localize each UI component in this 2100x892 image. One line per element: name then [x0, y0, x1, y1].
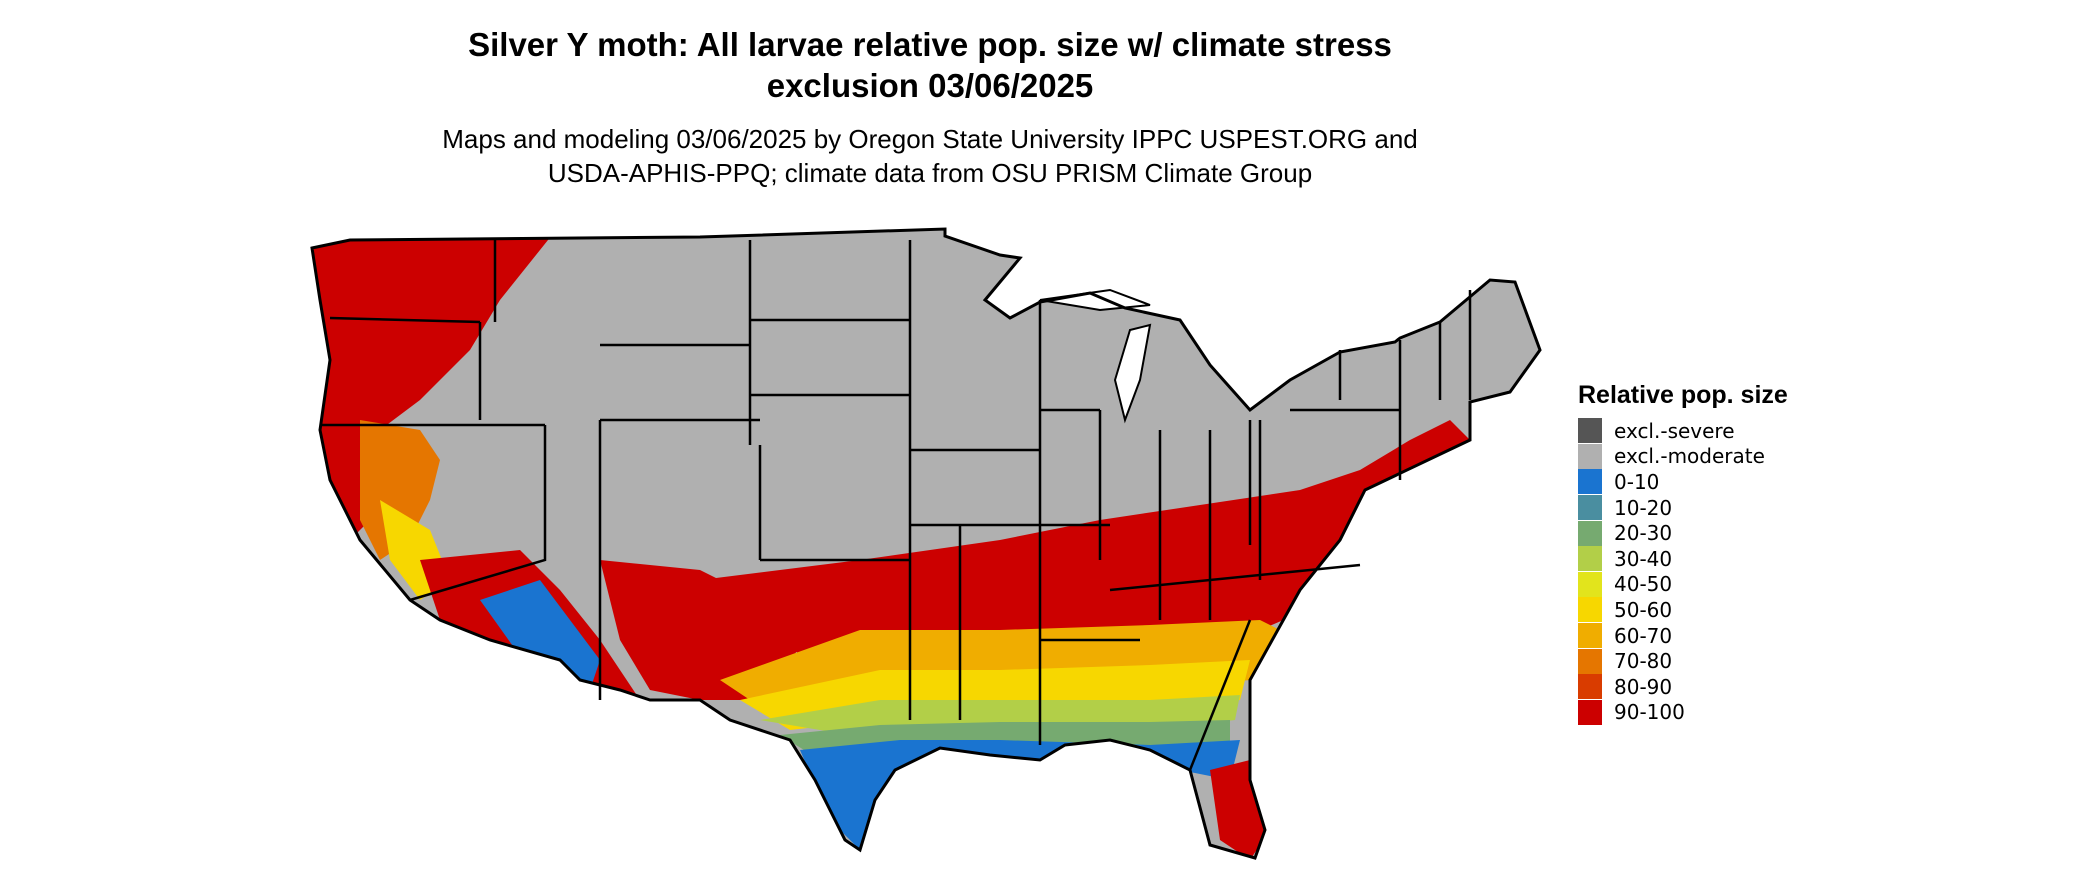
- legend-label: 90-100: [1614, 700, 1685, 725]
- legend-swatch: [1578, 469, 1602, 495]
- legend: Relative pop. size excl.-severe excl.-mo…: [1578, 380, 1788, 725]
- legend-label: 60-70: [1614, 623, 1673, 648]
- legend-item-excl-severe: excl.-severe: [1578, 418, 1788, 444]
- legend-label: 40-50: [1614, 572, 1673, 597]
- legend-swatch: [1578, 623, 1602, 649]
- legend-label: 10-20: [1614, 495, 1673, 520]
- legend-label: 30-40: [1614, 546, 1673, 571]
- legend-label: excl.-severe: [1614, 418, 1735, 443]
- legend-swatch: [1578, 674, 1602, 700]
- legend-item-80-90: 80-90: [1578, 674, 1788, 700]
- legend-label: excl.-moderate: [1614, 444, 1765, 469]
- subtitle-line-2: USDA-APHIS-PPQ; climate data from OSU PR…: [547, 158, 1313, 188]
- legend-swatch: [1578, 571, 1602, 597]
- map-subtitle: Maps and modeling 03/06/2025 by Oregon S…: [0, 122, 1860, 190]
- legend-label: 80-90: [1614, 674, 1673, 699]
- legend-item-excl-moderate: excl.-moderate: [1578, 443, 1788, 470]
- legend-items: excl.-severe excl.-moderate 0-10 10-20 2…: [1578, 418, 1788, 725]
- legend-label: 0-10: [1614, 469, 1660, 494]
- legend-item-10-20: 10-20: [1578, 495, 1788, 521]
- map-title: Silver Y moth: All larvae relative pop. …: [0, 24, 1860, 106]
- legend-swatch: [1578, 520, 1602, 546]
- legend-swatch: [1578, 495, 1602, 521]
- legend-swatch: [1578, 418, 1602, 444]
- subtitle-line-1: Maps and modeling 03/06/2025 by Oregon S…: [442, 124, 1418, 154]
- legend-item-50-60: 50-60: [1578, 597, 1788, 623]
- legend-label: 70-80: [1614, 649, 1673, 674]
- legend-label: 50-60: [1614, 597, 1673, 622]
- legend-title: Relative pop. size: [1578, 381, 1788, 409]
- title-line-1: Silver Y moth: All larvae relative pop. …: [468, 26, 1392, 63]
- legend-item-20-30: 20-30: [1578, 520, 1788, 546]
- legend-label: 20-30: [1614, 521, 1673, 546]
- legend-item-0-10: 0-10: [1578, 469, 1788, 495]
- legend-item-70-80: 70-80: [1578, 648, 1788, 674]
- legend-swatch: [1578, 648, 1602, 674]
- legend-item-30-40: 30-40: [1578, 546, 1788, 572]
- legend-item-40-50: 40-50: [1578, 571, 1788, 598]
- legend-swatch: [1578, 597, 1602, 623]
- title-line-2: exclusion 03/06/2025: [766, 67, 1094, 104]
- legend-swatch: [1578, 546, 1602, 572]
- legend-swatch: [1578, 699, 1602, 725]
- legend-item-60-70: 60-70: [1578, 623, 1788, 649]
- legend-swatch: [1578, 443, 1602, 469]
- legend-item-90-100: 90-100: [1578, 699, 1788, 726]
